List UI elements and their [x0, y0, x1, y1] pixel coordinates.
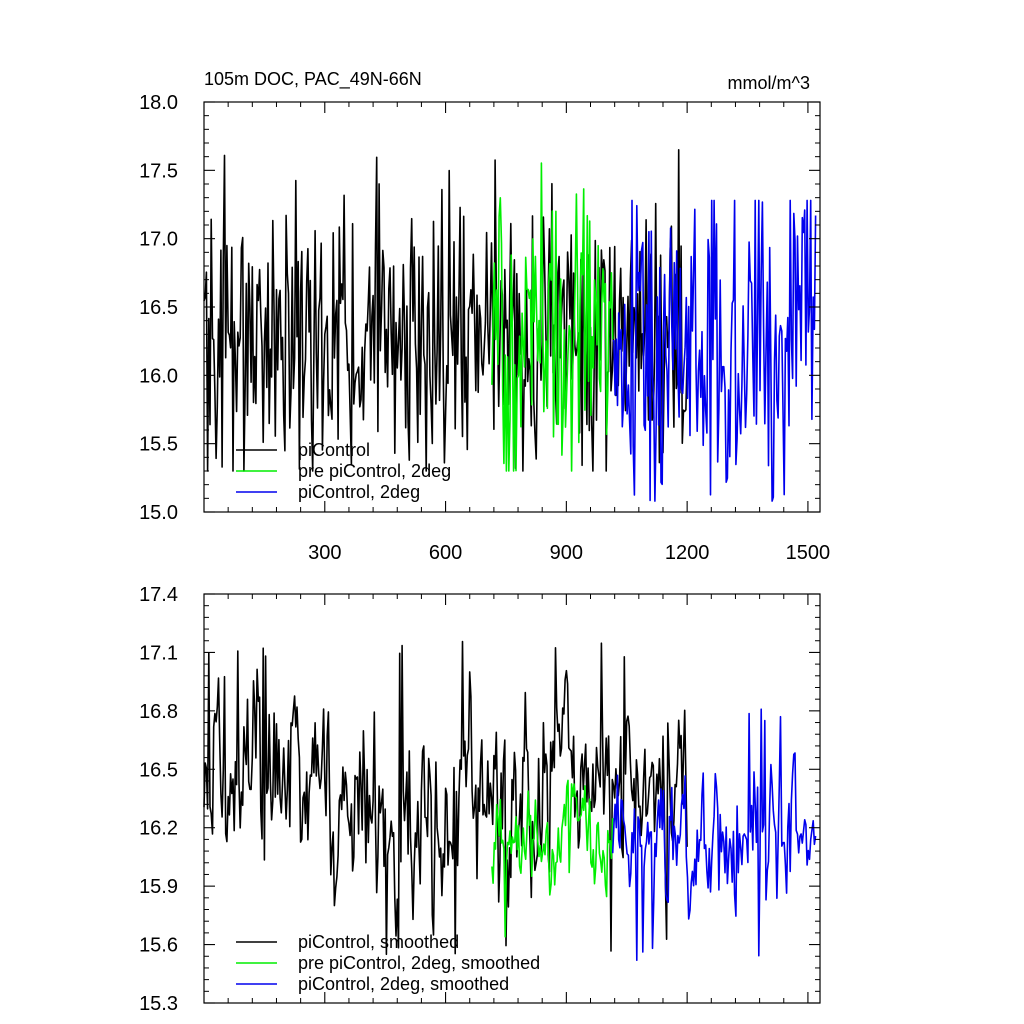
- x-tick-label: 1500: [786, 542, 831, 564]
- plot-frame: [203, 593, 821, 1004]
- series-line-3: [611, 708, 817, 961]
- y-tick-label: 17.4: [139, 584, 178, 606]
- y-tick-label: 16.5: [139, 759, 178, 781]
- x-tick-label: 900: [550, 542, 583, 564]
- y-tick-label: 16.0: [139, 365, 178, 387]
- y-tick-label: 15.6: [139, 935, 178, 957]
- chart-title: 105m DOC, PAC_49N-66N: [204, 69, 422, 90]
- x-tick-label: 600: [429, 542, 462, 564]
- y-tick-label: 16.5: [139, 297, 178, 319]
- y-tick-label: 18.0: [139, 92, 178, 114]
- legend-label: piControl, 2deg, smoothed: [298, 974, 509, 994]
- panel-top: 15.0 15.5 16.0 16.5 17.0 17.5 18.0 300 600 900 120…: [139, 69, 830, 564]
- series-line-1: [203, 149, 688, 472]
- legend-label: piControl, 2deg: [298, 482, 420, 502]
- y-tick-label: 15.5: [139, 434, 178, 456]
- series-line-3: [612, 199, 817, 502]
- series-line-2: [491, 162, 614, 472]
- y-tick-label: 17.0: [139, 229, 178, 251]
- x-tick-label: 1200: [665, 542, 710, 564]
- legend-label: piControl, smoothed: [298, 932, 459, 952]
- legend-label: pre piControl, 2deg, smoothed: [298, 953, 540, 973]
- series-line-1: [203, 640, 688, 956]
- x-tick-label: 300: [308, 542, 341, 564]
- y-tick-label: 17.5: [139, 160, 178, 182]
- y-tick-label: 15.3: [139, 993, 178, 1015]
- y-tick-label: 17.1: [139, 642, 178, 664]
- y-tick-label: 15.9: [139, 876, 178, 898]
- legend-label: piControl: [298, 440, 370, 460]
- y-tick-label: 15.0: [139, 502, 178, 524]
- y-tick-label: 16.2: [139, 818, 178, 840]
- panel-bottom: 15.3 15.6 15.9 16.2 16.5 16.8 17.1 17.4 piContro…: [139, 584, 821, 1015]
- legend-label: pre piControl, 2deg: [298, 461, 451, 481]
- series-line-2: [491, 779, 614, 938]
- units-label: mmol/m^3: [728, 73, 810, 93]
- y-tick-label: 16.8: [139, 701, 178, 723]
